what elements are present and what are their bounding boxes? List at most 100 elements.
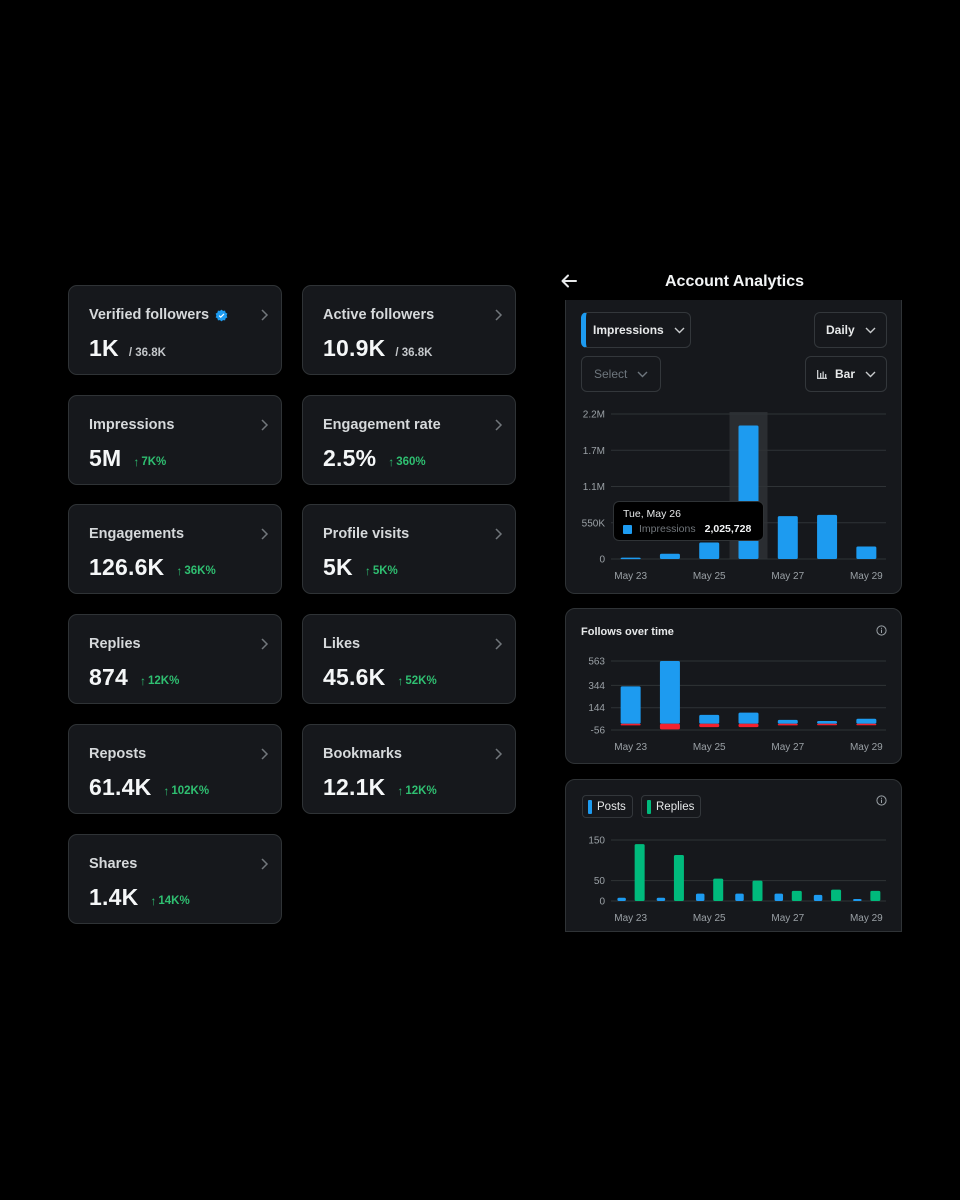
metric-dropdown[interactable]: Impressions [581, 312, 691, 348]
bar-replies [634, 844, 645, 901]
bar-unfollows [856, 723, 877, 726]
metric-row: 45.6K ↑ 52K% [323, 664, 437, 691]
x-tick-label: May 27 [771, 742, 804, 753]
metric-label-text: Bookmarks [323, 746, 402, 762]
metric-label: Shares [89, 855, 262, 873]
metric-label-text: Profile visits [323, 526, 410, 542]
metric-card-impressions[interactable]: Impressions 5M ↑ 7K% [68, 395, 282, 485]
metric-card-replies[interactable]: Replies 874 ↑ 12K% [68, 614, 282, 704]
bar-chart-icon [817, 369, 827, 379]
posts-replies-panel: Posts Replies 150 50 0 May 23 May 25 May 27 Ma… [565, 779, 902, 932]
chart-tooltip: Tue, May 26 Impressions 2,025,728 [613, 501, 764, 541]
metric-label-text: Shares [89, 856, 138, 872]
metric-card-engagement-rate[interactable]: Engagement rate 2.5% ↑ 360% [302, 395, 516, 485]
metric-delta-value: 360% [396, 456, 426, 468]
metric-label: Verified followers [89, 306, 262, 324]
metric-card-profile-visits[interactable]: Profile visits 5K ↑ 5K% [302, 504, 516, 594]
metric-row: 5M ↑ 7K% [89, 445, 166, 472]
y-tick-label: 50 [594, 876, 606, 887]
arrow-up-icon: ↑ [163, 784, 170, 798]
metric-card-reposts[interactable]: Reposts 61.4K ↑ 102K% [68, 724, 282, 814]
bar-impressions [659, 553, 680, 559]
metric-row: 5K ↑ 5K% [323, 554, 398, 581]
posts-replies-chart[interactable]: 150 50 0 May 23 May 25 May 27 May 29 [566, 780, 902, 932]
bar-impressions [817, 514, 838, 559]
bar-follows [659, 661, 680, 724]
bar-replies [713, 878, 724, 901]
arrow-up-icon: ↑ [397, 784, 404, 798]
bar-follows [817, 720, 838, 724]
arrow-up-icon: ↑ [139, 674, 146, 688]
metric-row: 10.9K / 36.8K [323, 335, 432, 362]
metric-card-likes[interactable]: Likes 45.6K ↑ 52K% [302, 614, 516, 704]
metric-value: 1K [89, 335, 119, 361]
x-tick-label: May 27 [771, 913, 804, 924]
metric-label-text: Engagement rate [323, 417, 441, 433]
metric-value: 5K [323, 554, 353, 580]
metric-label: Profile visits [323, 525, 496, 543]
follows-chart[interactable]: 563 344 144 -56 May 23 May 25 May 27 May 29 [566, 609, 902, 764]
metric-value: 874 [89, 664, 128, 690]
bar-replies [673, 855, 684, 901]
chevron-right-icon [261, 419, 269, 431]
metric-value: 2.5% [323, 445, 377, 471]
metric-delta: ↑ 52K% [397, 674, 436, 688]
metric-label-text: Replies [89, 636, 141, 652]
metric-delta-value: 5K% [372, 565, 398, 577]
metric-delta: ↑ 12K% [397, 784, 436, 798]
metric-value: 126.6K [89, 554, 165, 580]
y-tick-label: 150 [588, 836, 605, 847]
bar-replies [831, 889, 842, 901]
legend-replies[interactable]: Replies [641, 795, 702, 818]
bar-posts [617, 897, 626, 901]
metric-row: 1.4K ↑ 14K% [89, 884, 190, 911]
arrow-up-icon: ↑ [133, 455, 140, 469]
chevron-down-icon [674, 327, 685, 333]
metric-delta-value: 36K% [184, 565, 216, 577]
x-tick-label: May 29 [850, 913, 883, 924]
info-icon[interactable] [876, 795, 887, 806]
legend-posts[interactable]: Posts [582, 795, 633, 818]
chart-type-dropdown[interactable]: Bar [805, 356, 887, 392]
bar-replies [791, 890, 802, 901]
metric-dropdown-label: Impressions [593, 323, 664, 337]
metric-value: 45.6K [323, 664, 386, 690]
compare-select[interactable]: Select [581, 356, 661, 392]
legend-replies-label: Replies [656, 800, 695, 813]
interval-dropdown[interactable]: Daily [814, 312, 887, 348]
metric-card-active-followers[interactable]: Active followers 10.9K / 36.8K [302, 285, 516, 375]
follows-title: Follows over time [581, 626, 674, 638]
chevron-right-icon [495, 748, 503, 760]
y-tick-label: 344 [588, 681, 605, 692]
bar-posts [853, 898, 862, 901]
metric-label: Active followers [323, 306, 496, 324]
metric-label: Bookmarks [323, 745, 496, 763]
metric-row: 61.4K ↑ 102K% [89, 774, 209, 801]
chevron-right-icon [261, 858, 269, 870]
metric-label: Engagements [89, 525, 262, 543]
chevron-right-icon [495, 309, 503, 321]
metric-value: 10.9K [323, 335, 386, 361]
chevron-down-icon [865, 371, 876, 377]
posts-swatch [588, 799, 592, 814]
top-bar: Account Analytics [560, 268, 905, 296]
bar-impressions [856, 546, 877, 559]
bar-follows [699, 714, 720, 724]
metric-delta-value: 12K% [147, 675, 180, 687]
metric-card-shares[interactable]: Shares 1.4K ↑ 14K% [68, 834, 282, 924]
metric-label-text: Reposts [89, 746, 147, 762]
legend-posts-label: Posts [597, 800, 626, 813]
metric-card-verified-followers[interactable]: Verified followers 1K / 36.8K [68, 285, 282, 375]
bar-unfollows [699, 723, 720, 728]
metric-label: Engagement rate [323, 416, 496, 434]
metric-card-bookmarks[interactable]: Bookmarks 12.1K ↑ 12K% [302, 724, 516, 814]
y-tick-label: 2.2M [583, 410, 605, 421]
bar-unfollows [777, 723, 798, 726]
y-tick-label: -56 [591, 726, 606, 737]
tooltip-date: Tue, May 26 [623, 508, 681, 520]
metric-delta-value: 7K% [141, 456, 167, 468]
metric-card-engagements[interactable]: Engagements 126.6K ↑ 36K% [68, 504, 282, 594]
back-arrow-icon[interactable] [560, 272, 578, 290]
bar-impressions [777, 516, 798, 559]
info-icon[interactable] [876, 625, 887, 636]
